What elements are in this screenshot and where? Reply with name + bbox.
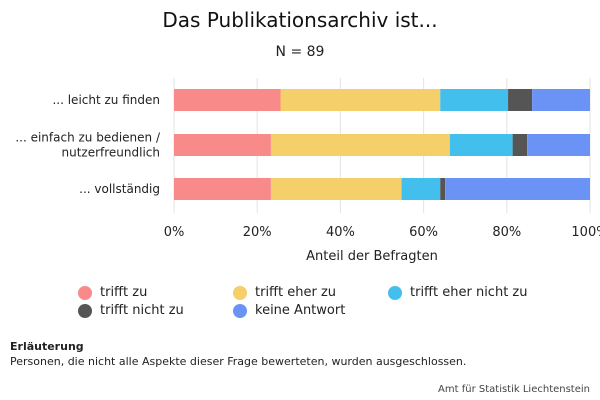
bar-segment — [270, 134, 450, 156]
x-tick-label: 60% — [409, 225, 438, 240]
legend-label: trifft eher zu — [255, 285, 337, 300]
bar-segment — [174, 178, 271, 200]
legend-item: trifft eher nicht zu — [388, 285, 527, 300]
legend-label: trifft zu — [100, 285, 148, 300]
legend-label: trifft nicht zu — [100, 303, 184, 318]
legend-color-dot — [78, 285, 92, 300]
chart-title: Das Publikationsarchiv ist... — [162, 8, 438, 32]
legend-color-dot — [78, 303, 92, 318]
bar-segment — [174, 89, 281, 111]
legend-color-dot — [233, 303, 247, 318]
bar-segment — [440, 89, 509, 111]
category-label: ... vollständig — [79, 182, 160, 196]
legend-item: trifft zu — [78, 285, 147, 300]
stacked-bar-chart: 0% 20% 40% 60% 80% 100% Anteil der Befragten..… — [15, 78, 600, 264]
legend-color-dot — [388, 285, 402, 300]
legend-label: trifft eher nicht zu — [410, 285, 528, 300]
x-tick-label: 40% — [326, 225, 355, 240]
legend-label: keine Antwort — [255, 303, 346, 318]
bar-segment — [449, 134, 513, 156]
bar-segment — [512, 134, 528, 156]
x-tick-label: 20% — [243, 225, 272, 240]
note-text: Personen, die nicht alle Aspekte dieser … — [10, 355, 467, 368]
note-title: Erläuterung — [10, 340, 84, 353]
x-tick-label: 80% — [492, 225, 521, 240]
bar-segment — [440, 178, 446, 200]
bar-segment — [401, 178, 441, 200]
bar-segment — [280, 89, 441, 111]
legend-item: keine Antwort — [233, 303, 345, 318]
x-axis-label: Anteil der Befragten — [306, 249, 438, 264]
source-label: Amt für Statistik Liechtenstein — [438, 384, 590, 395]
bar-segment — [174, 134, 271, 156]
category-label: ... einfach zu bedienen / — [15, 131, 161, 145]
legend-color-dot — [233, 285, 247, 300]
bar-segment — [270, 178, 402, 200]
category-label: ... leicht zu finden — [52, 93, 160, 107]
bar-segment — [532, 89, 590, 111]
bar-segment — [527, 134, 590, 156]
bar-segment — [445, 178, 590, 200]
bar-segment — [508, 89, 533, 111]
x-tick-label: 0% — [164, 225, 185, 240]
legend-item: trifft nicht zu — [78, 303, 184, 318]
chart-subtitle: N = 89 — [275, 44, 325, 60]
category-label: nutzerfreundlich — [61, 146, 160, 160]
x-tick-label: 100% — [571, 225, 600, 240]
legend-item: trifft eher zu — [233, 285, 336, 300]
